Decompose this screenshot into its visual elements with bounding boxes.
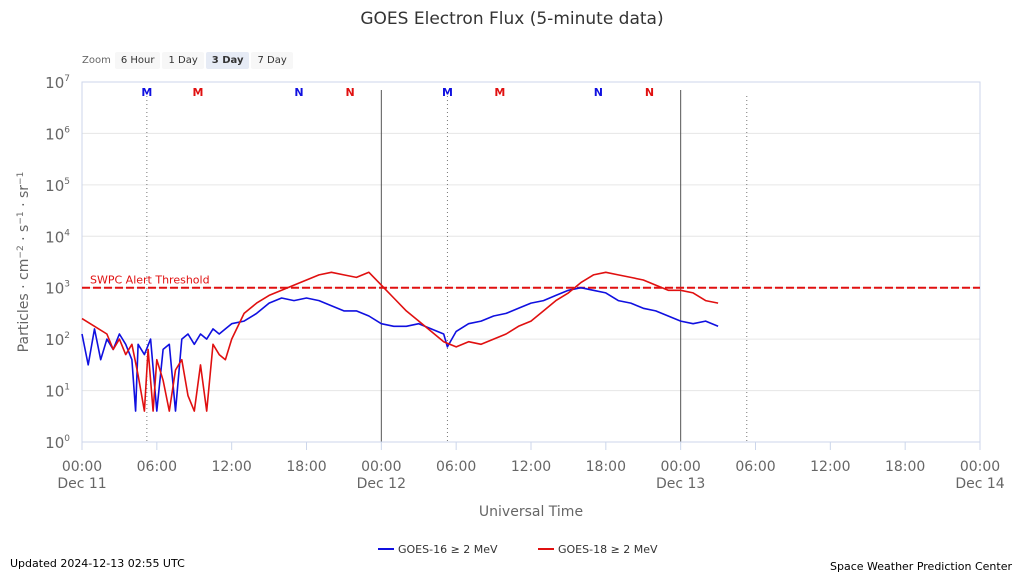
y-tick-base: 10 <box>45 331 64 349</box>
updated-timestamp: Updated 2024-12-13 02:55 UTC <box>10 557 185 570</box>
y-tick-label-1e3: 103 <box>45 280 70 298</box>
data-series <box>81 271 719 412</box>
y-tick-base: 10 <box>45 280 64 298</box>
y-axis-label-part-3: · sr <box>16 185 32 212</box>
zoom-6-hour-button[interactable]: 6 Hour <box>114 51 161 69</box>
series-line-goes16 <box>81 286 719 412</box>
y-tick-base: 10 <box>45 125 64 143</box>
y-axis-label-sup-1: −2 <box>16 245 26 258</box>
x-tick-time-label: 18:00 <box>286 459 326 475</box>
threshold-label: SWPC Alert Threshold <box>90 274 210 287</box>
y-tick-base: 10 <box>45 74 64 92</box>
alert-threshold: SWPC Alert Threshold <box>82 274 980 289</box>
y-tick-exponent: 1 <box>64 383 70 393</box>
zoom-3-day-button[interactable]: 3 Day <box>205 51 250 69</box>
series-line-goes18 <box>81 271 719 412</box>
y-axis-label-part-2: · s <box>16 225 32 246</box>
y-tick-label-1e6: 106 <box>45 125 70 143</box>
x-axis-label: Universal Time <box>479 504 583 520</box>
x-tick-time-label: 00:00 <box>660 459 700 475</box>
zoom-selector: Zoom 6 Hour 1 Day 3 Day 7 Day <box>82 50 295 70</box>
y-tick-exponent: 6 <box>64 125 70 135</box>
x-tick-date-label: Dec 11 <box>57 476 106 492</box>
marker-n-goes18: N <box>645 86 654 99</box>
legend-item-goes16[interactable]: GOES-16 ≥ 2 MeV <box>398 543 498 556</box>
legend[interactable]: GOES-16 ≥ 2 MeV GOES-18 ≥ 2 MeV <box>378 543 658 556</box>
x-tick-time-label: 12:00 <box>211 459 251 475</box>
marker-n-goes16: N <box>594 86 603 99</box>
legend-item-goes18[interactable]: GOES-18 ≥ 2 MeV <box>558 543 658 556</box>
x-tick-date-label: Dec 12 <box>357 476 406 492</box>
y-tick-exponent: 7 <box>64 74 70 84</box>
chart-title: GOES Electron Flux (5-minute data) <box>360 9 663 29</box>
y-tick-label-1e1: 101 <box>45 383 70 401</box>
y-axis-label-sup-2: −1 <box>16 211 26 224</box>
y-tick-base: 10 <box>45 383 64 401</box>
marker-n-goes18: N <box>346 86 355 99</box>
y-tick-label-1e2: 102 <box>45 331 70 349</box>
plot-area-border <box>81 81 981 443</box>
y-tick-exponent: 0 <box>64 434 70 444</box>
y-tick-exponent: 2 <box>64 331 70 341</box>
zoom-label: Zoom <box>82 54 111 66</box>
y-axis-label: Particles · cm−2 · s−1 · sr−1 <box>16 172 32 353</box>
y-axis-label-sup-3: −1 <box>16 172 26 185</box>
zoom-7-day-button[interactable]: 7 Day <box>251 51 293 69</box>
marker-m-goes18: M <box>494 86 505 99</box>
x-tick-time-label: 12:00 <box>511 459 551 475</box>
marker-m-goes16: M <box>141 86 152 99</box>
zoom-1-day-button[interactable]: 1 Day <box>162 51 204 69</box>
x-tick-time-label: 06:00 <box>137 459 177 475</box>
y-tick-label-1e0: 100 <box>45 434 70 452</box>
x-tick-time-label: 00:00 <box>960 459 1000 475</box>
x-tick-date-label: Dec 13 <box>656 476 705 492</box>
x-tick-time-label: 18:00 <box>885 459 925 475</box>
vertical-reference-lines <box>146 90 748 442</box>
y-tick-exponent: 5 <box>64 177 70 187</box>
y-axis-label-part-1: Particles · cm <box>16 259 32 353</box>
credit-text: Space Weather Prediction Center <box>830 560 1012 573</box>
marker-m-goes16: M <box>442 86 453 99</box>
x-tick-date-label: Dec 14 <box>955 476 1004 492</box>
y-tick-label-1e5: 105 <box>45 177 70 195</box>
marker-m-goes18: M <box>193 86 204 99</box>
y-tick-base: 10 <box>45 177 64 195</box>
x-tick-time-label: 12:00 <box>810 459 850 475</box>
y-tick-label-1e4: 104 <box>45 228 70 246</box>
y-tick-exponent: 3 <box>64 280 70 290</box>
grid-lines <box>82 81 980 443</box>
x-tick-time-label: 18:00 <box>586 459 626 475</box>
marker-n-goes16: N <box>294 86 303 99</box>
y-tick-base: 10 <box>45 228 64 246</box>
x-tick-time-label: 06:00 <box>436 459 476 475</box>
x-tick-time-label: 00:00 <box>62 459 102 475</box>
y-tick-label-1e7: 107 <box>45 74 70 92</box>
y-tick-exponent: 4 <box>64 228 70 238</box>
y-tick-base: 10 <box>45 434 64 452</box>
x-tick-time-label: 06:00 <box>735 459 775 475</box>
x-tick-time-label: 00:00 <box>361 459 401 475</box>
